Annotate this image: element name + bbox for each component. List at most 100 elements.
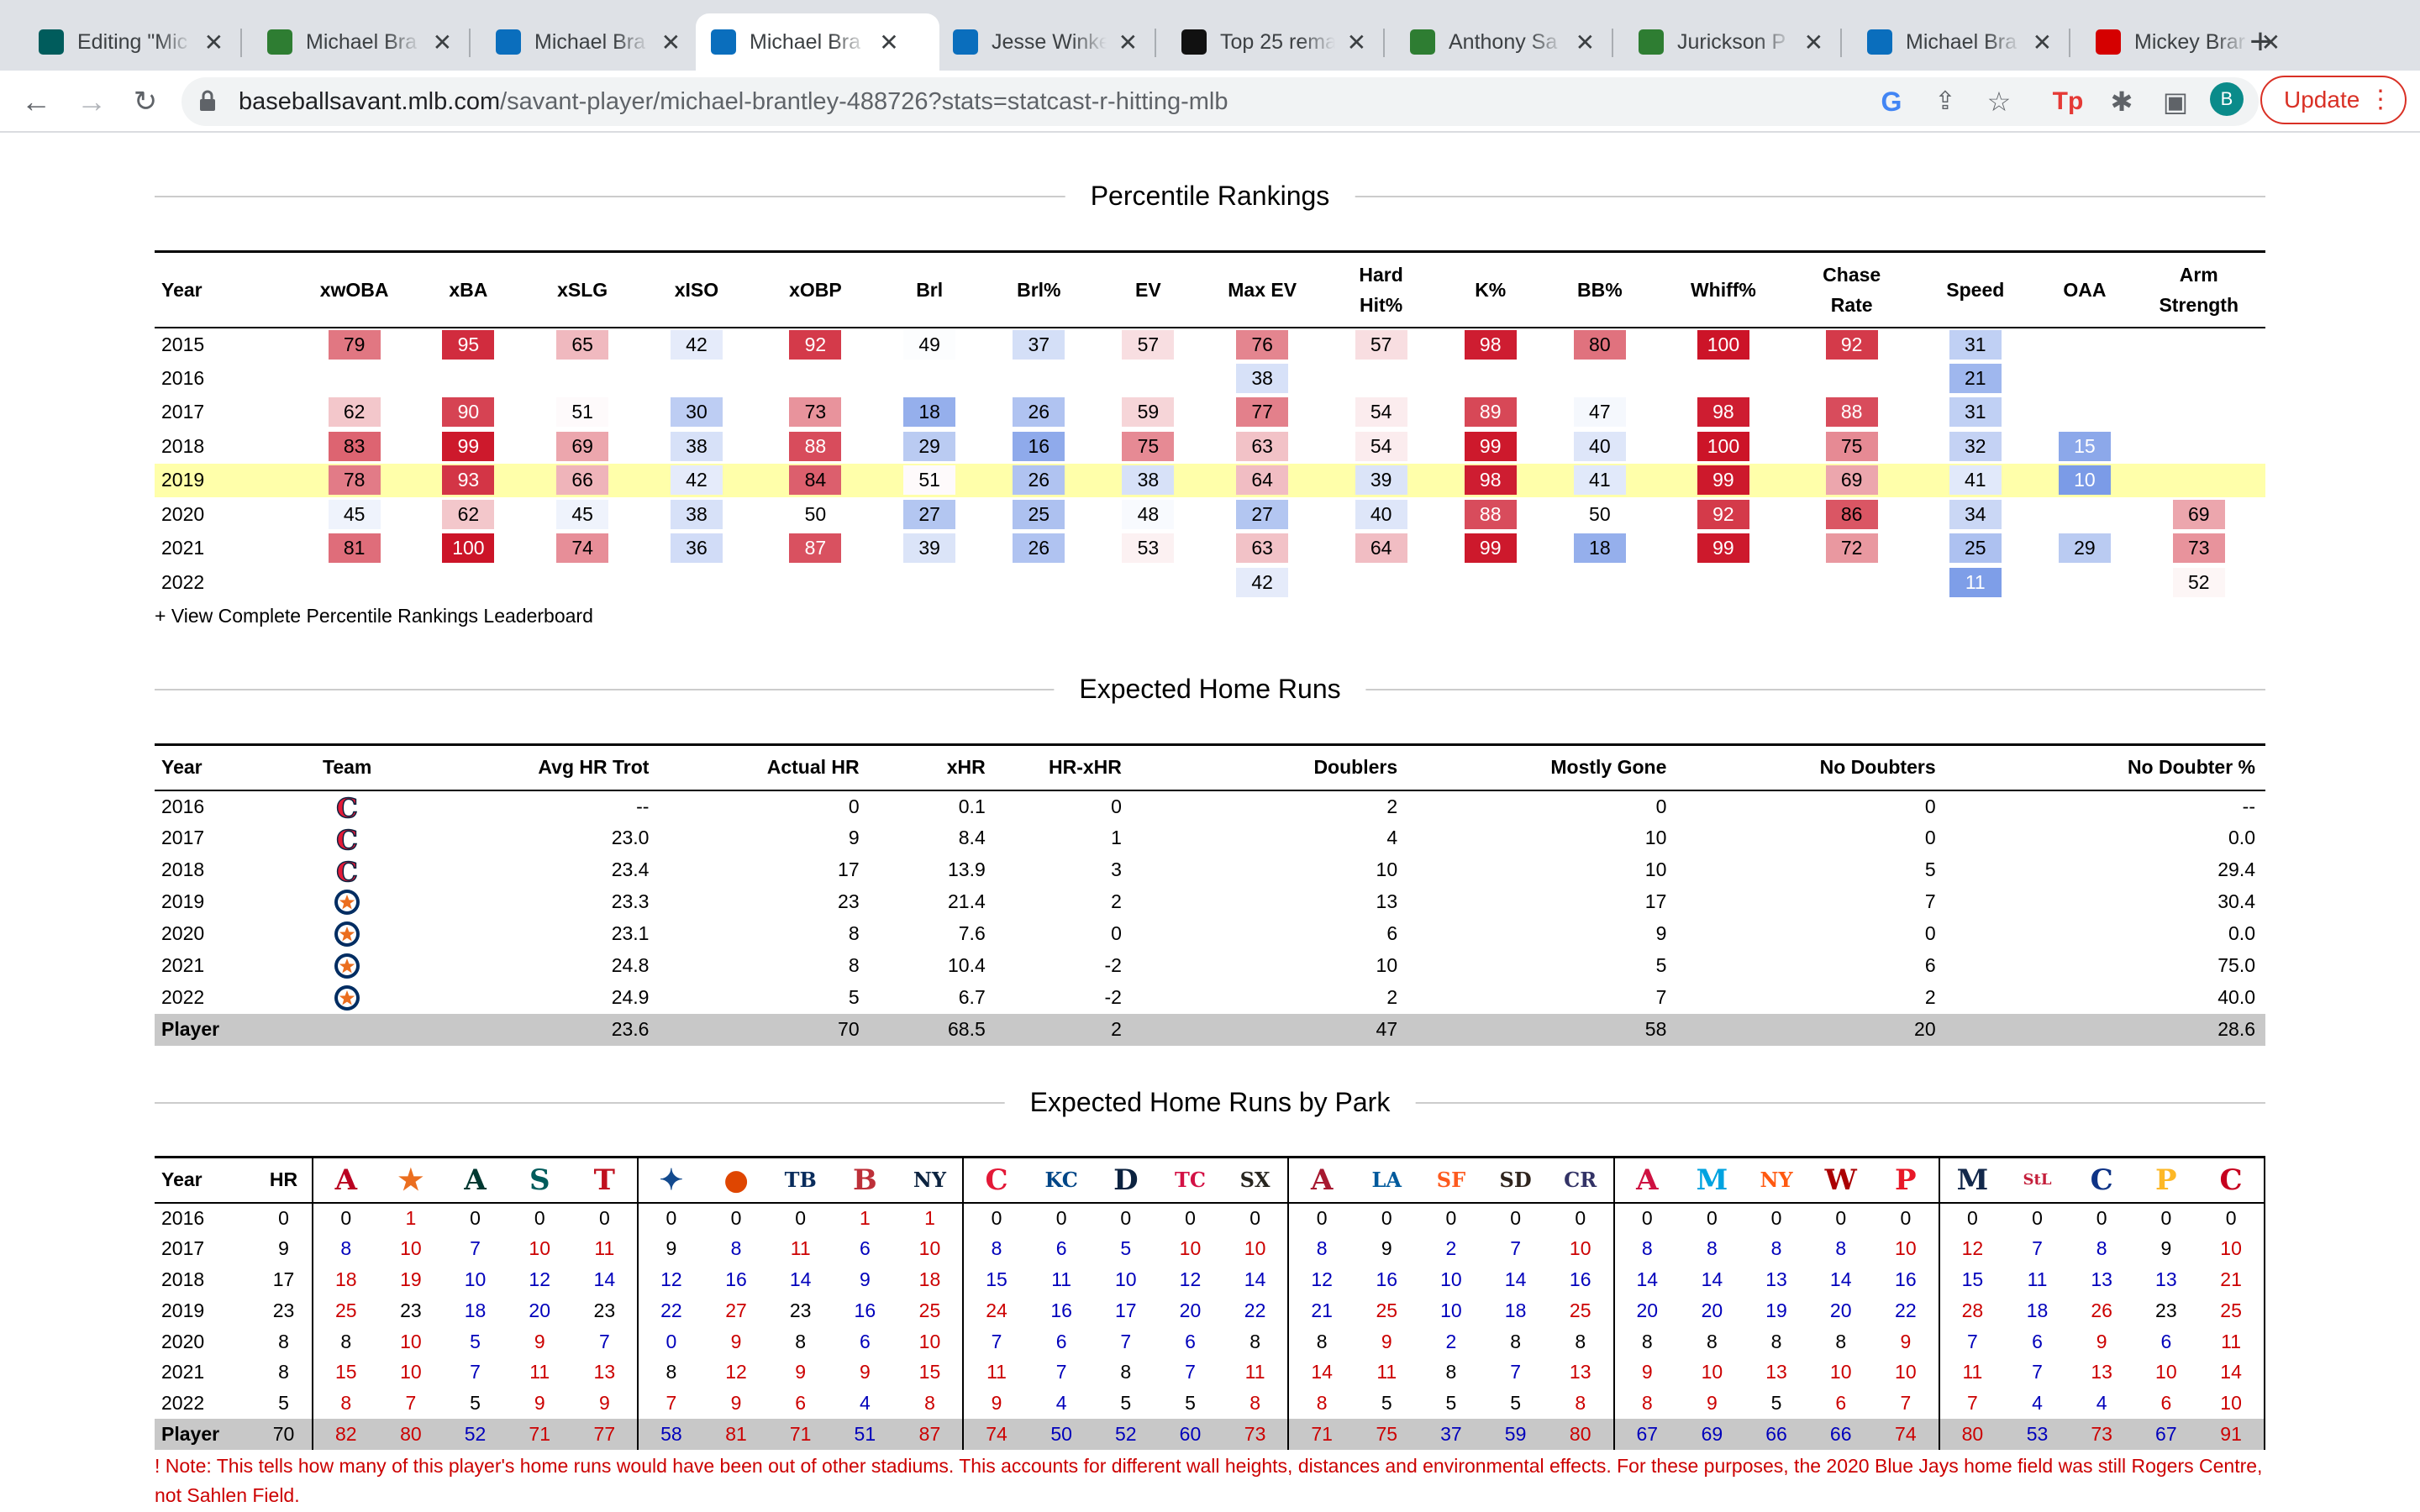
pct-col-header[interactable]: OAA: [2037, 250, 2133, 328]
pct-col-header[interactable]: EV: [1096, 250, 1201, 328]
pct-col-header[interactable]: Brl: [876, 250, 982, 328]
park-team-header[interactable]: D: [1093, 1156, 1159, 1204]
extension-tp-icon[interactable]: Tp: [2052, 87, 2084, 115]
pct-col-header[interactable]: Hard Hit%: [1323, 250, 1439, 328]
xhr-col-header[interactable]: No Doubters: [1676, 743, 1946, 791]
browser-tab[interactable]: Michael Bra ✕: [696, 13, 939, 71]
close-tab-icon[interactable]: ✕: [879, 29, 899, 55]
pct-col-header[interactable]: Year: [155, 250, 297, 328]
address-bar[interactable]: baseballsavant.mlb.com/savant-player/mic…: [182, 77, 2259, 126]
reload-icon[interactable]: ↻: [133, 86, 158, 118]
close-tab-icon[interactable]: ✕: [2260, 29, 2281, 55]
park-team-header[interactable]: P: [2133, 1156, 2199, 1204]
kebab-menu-icon[interactable]: ⋮: [2368, 86, 2393, 113]
park-team-header[interactable]: TC: [1158, 1156, 1223, 1204]
park-team-header[interactable]: KC: [1028, 1156, 1094, 1204]
browser-tab[interactable]: Jesse Winke ✕: [938, 13, 1155, 71]
xhr-col-header[interactable]: Year: [155, 743, 273, 791]
close-tab-icon[interactable]: ✕: [2032, 29, 2053, 55]
park-team-header[interactable]: ★: [378, 1156, 444, 1204]
park-team-header[interactable]: TB: [768, 1156, 834, 1204]
astros-logo-icon[interactable]: [333, 952, 361, 980]
park-team-header[interactable]: T: [571, 1156, 639, 1204]
browser-tab[interactable]: Anthony Sa ✕: [1395, 13, 1612, 71]
update-button[interactable]: Update ⋮: [2260, 76, 2407, 124]
park-team-header[interactable]: P: [1873, 1156, 1939, 1204]
close-tab-icon[interactable]: ✕: [1346, 29, 1367, 55]
astros-logo-icon[interactable]: [333, 920, 361, 948]
park-team-header[interactable]: NY: [897, 1156, 964, 1204]
browser-tab[interactable]: Editing "Mic ✕: [24, 13, 240, 71]
xhr-col-header[interactable]: xHR: [869, 743, 996, 791]
lock-icon[interactable]: [198, 89, 217, 113]
park-team-header[interactable]: B: [833, 1156, 897, 1204]
xhr-col-header[interactable]: Doublers: [1171, 743, 1408, 791]
park-col-header[interactable]: Year: [155, 1156, 255, 1204]
browser-tab[interactable]: Michael Bra ✕: [252, 13, 469, 71]
leaderboard-link[interactable]: + View Complete Percentile Rankings Lead…: [155, 605, 593, 627]
xhr-col-header[interactable]: Mostly Gone: [1407, 743, 1677, 791]
park-team-header[interactable]: SF: [1418, 1156, 1484, 1204]
park-team-header[interactable]: NY: [1744, 1156, 1809, 1204]
guardians-logo-icon[interactable]: C: [333, 856, 361, 885]
close-tab-icon[interactable]: ✕: [1118, 29, 1139, 55]
xhr-col-header[interactable]: Actual HR: [659, 743, 870, 791]
side-panel-icon[interactable]: ▣: [2162, 87, 2189, 117]
park-team-header[interactable]: SX: [1222, 1156, 1289, 1204]
park-team-header[interactable]: C: [962, 1156, 1029, 1204]
close-tab-icon[interactable]: ✕: [660, 29, 681, 55]
park-team-header[interactable]: A: [1287, 1156, 1355, 1204]
browser-tab[interactable]: Michael Bra ✕: [481, 13, 697, 71]
park-team-header[interactable]: W: [1808, 1156, 1874, 1204]
close-tab-icon[interactable]: ✕: [1575, 29, 1596, 55]
pct-col-header[interactable]: xSLG: [525, 250, 640, 328]
park-team-header[interactable]: A: [1612, 1156, 1681, 1204]
pct-col-header[interactable]: Brl%: [981, 250, 1097, 328]
guardians-logo-icon[interactable]: C: [333, 792, 361, 821]
browser-tab[interactable]: Jurickson P ✕: [1623, 13, 1840, 71]
pct-col-header[interactable]: Max EV: [1200, 250, 1324, 328]
profile-avatar[interactable]: B: [2210, 82, 2244, 116]
astros-logo-icon[interactable]: [333, 888, 361, 916]
pct-col-header[interactable]: xOBP: [753, 250, 877, 328]
pct-col-header[interactable]: Arm Strength: [2132, 250, 2265, 328]
share-icon[interactable]: ⇪: [1934, 87, 1956, 115]
extensions-puzzle-icon[interactable]: ✱: [2110, 87, 2133, 117]
bookmark-star-icon[interactable]: ☆: [1986, 87, 2012, 117]
park-team-header[interactable]: ●: [703, 1156, 769, 1204]
park-col-header[interactable]: HR: [255, 1156, 313, 1204]
park-team-header[interactable]: C: [2069, 1156, 2134, 1204]
browser-tab[interactable]: Mickey Brar ✕: [2081, 13, 2297, 71]
close-tab-icon[interactable]: ✕: [432, 29, 453, 55]
back-arrow-icon[interactable]: ←: [21, 84, 51, 118]
guardians-logo-icon[interactable]: C: [333, 824, 361, 853]
pct-col-header[interactable]: BB%: [1542, 250, 1657, 328]
pct-col-header[interactable]: Chase Rate: [1790, 250, 1914, 328]
park-team-header[interactable]: ✦: [637, 1156, 704, 1204]
xhr-col-header[interactable]: No Doubter %: [1945, 743, 2265, 791]
forward-arrow-icon[interactable]: →: [76, 84, 107, 118]
browser-tab[interactable]: Top 25 rema ✕: [1166, 13, 1383, 71]
pct-col-header[interactable]: K%: [1438, 250, 1543, 328]
pct-col-header[interactable]: xISO: [639, 250, 754, 328]
park-team-header[interactable]: CR: [1547, 1156, 1614, 1204]
park-team-header[interactable]: LA: [1354, 1156, 1419, 1204]
astros-logo-icon[interactable]: [333, 984, 361, 1012]
pct-col-header[interactable]: xwOBA: [297, 250, 412, 328]
url-text[interactable]: baseballsavant.mlb.com/savant-player/mic…: [239, 88, 1228, 116]
park-team-header[interactable]: A: [443, 1156, 508, 1204]
park-team-header[interactable]: A: [312, 1156, 379, 1204]
park-team-header[interactable]: C: [2198, 1156, 2265, 1204]
close-tab-icon[interactable]: ✕: [203, 29, 224, 55]
park-team-header[interactable]: StL: [2005, 1156, 2070, 1204]
new-tab-button[interactable]: +: [2249, 21, 2271, 62]
xhr-col-header[interactable]: HR-xHR: [995, 743, 1172, 791]
pct-col-header[interactable]: Whiff%: [1656, 250, 1791, 328]
park-team-header[interactable]: M: [1680, 1156, 1744, 1204]
park-team-header[interactable]: M: [1938, 1156, 2006, 1204]
xhr-col-header[interactable]: Avg HR Trot: [432, 743, 660, 791]
pct-col-header[interactable]: Speed: [1913, 250, 2038, 328]
browser-tab[interactable]: Michael Bra ✕: [1852, 13, 2069, 71]
google-lens-icon[interactable]: G: [1881, 87, 1902, 117]
park-team-header[interactable]: SD: [1483, 1156, 1548, 1204]
